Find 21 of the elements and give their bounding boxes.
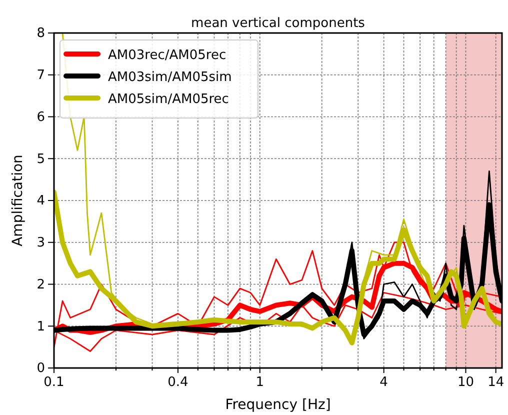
y-tick-label: 2 [36, 277, 45, 292]
x-tick-label: 14 [488, 375, 504, 390]
y-tick-label: 8 [36, 26, 45, 42]
x-tick-label: 0.1 [44, 375, 64, 390]
x-axis-title: Frequency [Hz] [225, 397, 331, 413]
y-tick-label: 1 [36, 319, 45, 334]
y-axis-title: Amplification [10, 154, 26, 246]
legend-label: AM05sim/AM05rec [108, 92, 229, 107]
y-tick-label: 4 [36, 194, 45, 209]
chart-title: mean vertical components [191, 16, 366, 31]
y-tick-label: 6 [36, 110, 45, 125]
x-tick-label: 10 [457, 375, 474, 390]
x-tick-label: 4 [380, 375, 388, 390]
x-tick-label: 1 [256, 375, 264, 390]
x-tick-label: 0.4 [168, 375, 188, 390]
y-tick-label: 7 [36, 68, 45, 84]
y-tick-label: 0 [36, 361, 45, 376]
legend-label: AM03sim/AM05sim [108, 70, 232, 85]
legend-label: AM03rec/AM05rec [108, 48, 226, 63]
y-tick-label: 5 [36, 152, 45, 167]
y-tick-label: 3 [36, 236, 45, 251]
